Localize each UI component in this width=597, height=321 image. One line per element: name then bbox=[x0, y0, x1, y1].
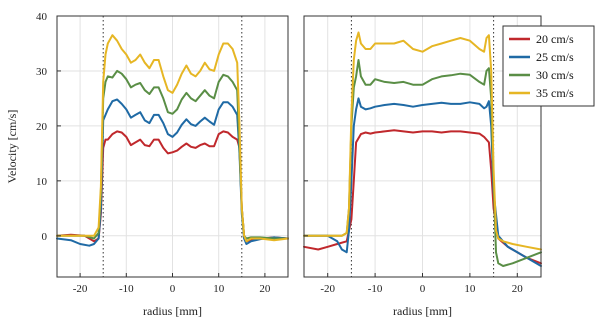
series-line-20-cm-s bbox=[303, 129, 542, 265]
y-tick-label: 20 bbox=[36, 121, 48, 133]
x-axis-label: radius [mm] bbox=[393, 304, 452, 318]
series-line-35-cm-s bbox=[56, 34, 289, 243]
right-chart-panel: -20 -10 0 10 20 radius [mm] bbox=[303, 15, 542, 318]
legend-entry: 30 cm/s bbox=[536, 68, 574, 82]
x-tick-label: 0 bbox=[170, 283, 176, 295]
legend-entry: 20 cm/s bbox=[536, 32, 574, 46]
legend: 20 cm/s 25 cm/s 30 cm/s 35 cm/s bbox=[502, 25, 595, 107]
y-tick-label: 30 bbox=[36, 66, 48, 78]
x-tick-label: -10 bbox=[119, 283, 134, 295]
x-tick-label: 10 bbox=[213, 283, 225, 295]
x-tick-label: 0 bbox=[420, 283, 426, 295]
x-tick-label: 20 bbox=[512, 283, 524, 295]
y-tick-label: 10 bbox=[36, 176, 48, 188]
x-tick-label: -10 bbox=[368, 283, 383, 295]
y-tick-label: 0 bbox=[42, 231, 48, 243]
x-tick-label: 20 bbox=[259, 283, 271, 295]
x-tick-label: -20 bbox=[73, 283, 88, 295]
y-tick-label: 40 bbox=[36, 11, 48, 23]
legend-entry: 25 cm/s bbox=[536, 50, 574, 64]
x-axis-label: radius [mm] bbox=[143, 304, 202, 318]
x-tick-label: 10 bbox=[464, 283, 476, 295]
series-line-35-cm-s bbox=[303, 31, 542, 251]
y-axis-label: Velocity [cm/s] bbox=[5, 110, 19, 184]
legend-entry: 35 cm/s bbox=[536, 86, 574, 100]
left-chart-panel: -20 -10 0 10 20 0 10 20 30 40 radius [mm] Velocity … bbox=[5, 11, 289, 318]
x-tick-label: -20 bbox=[320, 283, 335, 295]
